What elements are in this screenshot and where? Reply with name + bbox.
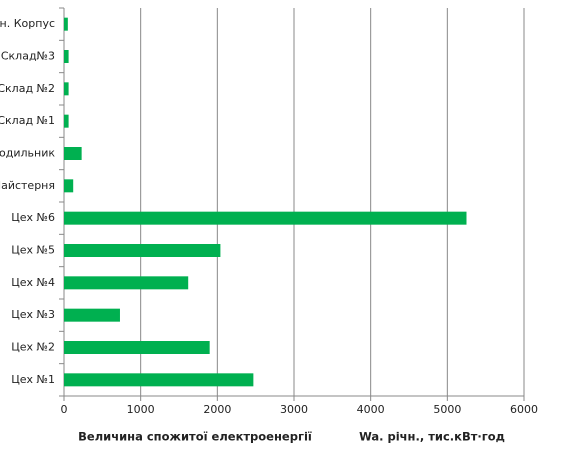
bar [64, 373, 254, 387]
y-tick-label: Склад№3 [1, 50, 55, 63]
bar [64, 244, 221, 257]
x-tick-label: 6000 [510, 403, 538, 416]
y-tick-label: Склад №1 [0, 114, 55, 127]
y-tick-label: одильник [0, 147, 55, 160]
y-tick-label: Цех №5 [11, 244, 55, 257]
y-tick-label: Цех №1 [11, 373, 55, 386]
x-tick-label: 1000 [127, 403, 155, 416]
x-unit-label: Wa. річн., тис.кВт·год [359, 430, 505, 444]
bar [64, 114, 69, 128]
bar [64, 211, 467, 225]
x-tick-label: 3000 [280, 403, 308, 416]
y-tick-label: Майстерня [0, 179, 55, 192]
bar [64, 50, 69, 63]
bar [64, 276, 189, 290]
x-axis-label: Величина спожитої електроенергії [78, 430, 312, 444]
y-tick-label: Склад №2 [0, 82, 55, 95]
y-tick-label: Цех №2 [11, 341, 55, 354]
x-tick-label: 5000 [433, 403, 461, 416]
bar [64, 147, 82, 160]
y-tick-label: ін. Корпус [0, 17, 55, 30]
x-tick-label: 4000 [357, 403, 385, 416]
bar [64, 82, 69, 96]
x-tick-label: 2000 [203, 403, 231, 416]
bar [64, 308, 120, 322]
y-tick-label: Цех №6 [11, 211, 55, 224]
y-tick-label: Цех №3 [11, 308, 55, 321]
bar [64, 17, 68, 31]
bar [64, 179, 74, 193]
y-tick-label: Цех №4 [11, 276, 55, 289]
bar [64, 341, 210, 354]
x-tick-label: 0 [61, 403, 68, 416]
